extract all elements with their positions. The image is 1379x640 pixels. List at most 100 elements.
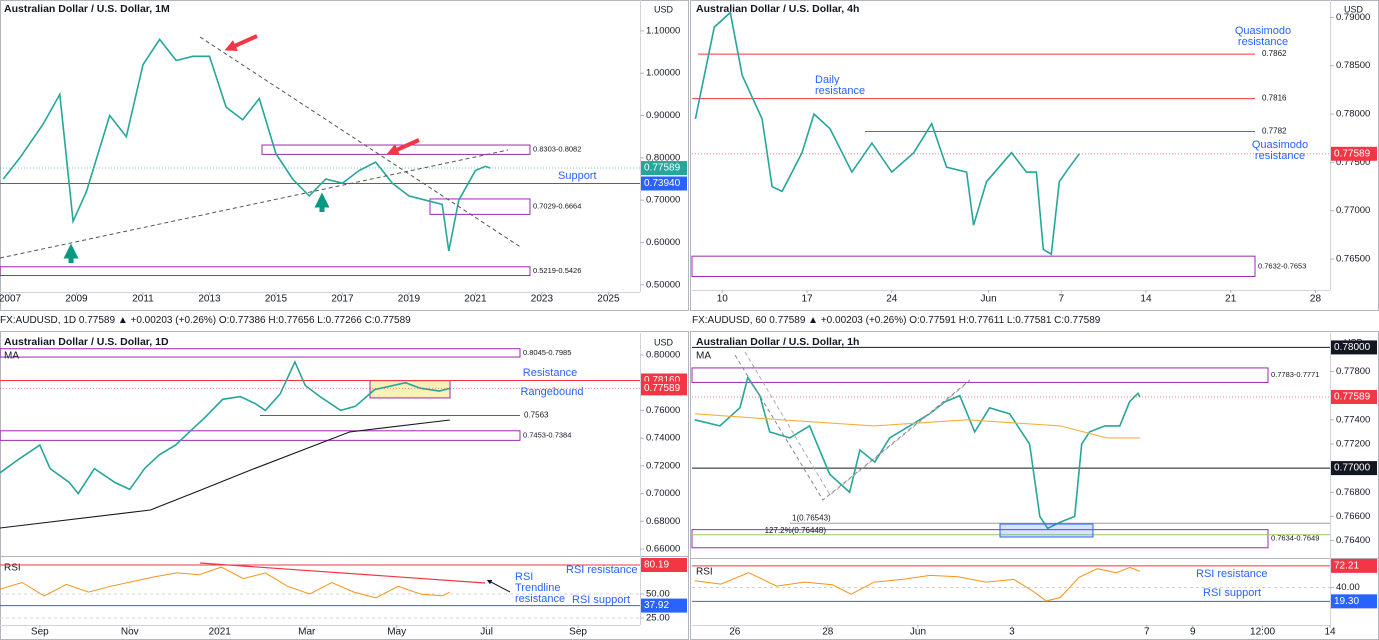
y-tick-label: 1.10000 [646,25,680,36]
zone-label: 0.7453-0.7384 [523,431,571,440]
y-tick-label: 0.76500 [1336,254,1370,265]
x-tick-label: Sep [569,627,587,638]
zone-label: 0.7783-0.7771 [1271,370,1319,379]
x-tick-label: May [387,627,406,638]
price-tag [1331,146,1377,161]
x-tick-label: 2007 [0,294,22,305]
x-tick-label: 9 [1190,627,1196,638]
price-line [694,11,1080,256]
y-tick-label: 0.78500 [1336,60,1370,71]
price-tag-label: 0.78000 [1334,342,1371,353]
price-tag [1331,390,1377,405]
level-label: 0.7563 [524,411,549,420]
y-tick-label: 0.72000 [646,460,680,471]
x-tick-label: 7 [1058,294,1064,305]
x-tick-label: Nov [121,627,139,638]
level-label: 127.2%(0.76448) [765,526,827,535]
y-tick-label: 0.76000 [646,405,680,416]
price-line [0,359,450,495]
annotation: RSI support [572,594,631,606]
y-tick-label: 0.77200 [1336,438,1370,449]
price-tag-label: 80.19 [644,560,669,571]
rsi-label: RSI [696,567,713,578]
arrow [386,138,420,156]
y-tick-label: 0.79000 [1336,12,1370,23]
y-tick-label: 0.76800 [1336,487,1370,498]
price-tag-label: 0.77000 [1334,463,1371,474]
pattern-drawing [734,354,971,501]
price-tag-label: 0.77589 [1334,392,1371,403]
x-tick-label: 2021 [209,627,232,638]
price-tag-label: 0.78160 [644,375,681,386]
price-line [0,566,451,599]
y-tick-label: 1.00000 [646,68,680,79]
x-tick-label: Jul [480,627,493,638]
x-tick-label: 14 [1140,294,1152,305]
price-tag [1331,558,1377,573]
x-tick-label: 3 [1009,627,1015,638]
rsi-tick-label: 25.00 [646,613,670,624]
level-label: 1(0.76543) [792,513,831,522]
x-tick-label: Mar [298,627,316,638]
y-tick-label: 0.77800 [1336,366,1370,377]
chart-title: Australian Dollar / U.S. Dollar, 1h [696,336,859,348]
price-tag [641,161,687,176]
panel-frame [0,0,689,311]
y-tick-label: 0.74000 [646,433,680,444]
x-tick-label: 14 [1324,627,1336,638]
y-tick-label: 0.78000 [1336,109,1370,120]
x-tick-label: 12:00 [1250,627,1275,638]
x-tick-label: 2009 [65,294,88,305]
zone [691,529,1269,549]
x-tick-label: 7 [1144,627,1150,638]
y-tick-label: 0.70000 [646,195,680,206]
annotation: Rangebound [520,386,584,398]
y-tick-label: 0.77000 [1336,205,1370,216]
legend-entry: MA [696,351,711,362]
annotation: Quasimodo resistance [1234,25,1292,48]
zone [0,348,521,358]
price-line [0,419,450,529]
zone [0,430,521,441]
price-tag-label: 0.77589 [644,383,681,394]
y-tick-label: 0.50000 [646,279,680,290]
currency-label: USD [654,4,674,14]
trendline [199,36,523,249]
y-tick-label: 0.80000 [646,152,680,163]
zone-label: 0.7029-0.6664 [533,202,581,211]
price-tag [641,558,687,573]
x-tick-label: Sep [31,627,49,638]
x-tick-label: 26 [729,627,741,638]
price-tag [641,381,687,396]
y-tick-label: 0.77500 [1336,157,1370,168]
arrow [224,34,258,52]
price-tag [1331,461,1377,476]
level-label: 0.7782 [1262,127,1287,136]
rsi-tick-label: 40.00 [1336,582,1360,593]
price-tag-label: 72.21 [1334,561,1359,572]
zone-label: 0.7632-0.7653 [1258,261,1306,270]
annotation: Resistance [522,367,578,379]
price-tag [641,598,687,613]
y-tick-label: 0.70000 [646,488,680,499]
rsi-tick-label: 50.00 [646,589,670,600]
price-tag-label: 0.77589 [644,163,681,174]
x-tick-label: 2013 [198,294,221,305]
chart-title: Australian Dollar / U.S. Dollar, 4h [696,3,859,15]
currency-label: USD [654,337,674,347]
price-line [2,38,491,252]
price-line [694,566,1140,602]
symbol-legend: FX:AUDUSD, 60 0.77589 ▲ +0.00203 (+0.26%… [692,315,1101,326]
zone [691,255,1256,277]
zone [369,380,451,399]
chart-title: Australian Dollar / U.S. Dollar, 1M [4,3,170,15]
y-tick-label: 0.77400 [1336,414,1370,425]
annotation: Support [558,170,597,182]
x-tick-label: 2021 [464,294,487,305]
x-tick-label: 10 [717,294,729,305]
x-tick-label: 2023 [531,294,554,305]
y-tick-label: 0.76600 [1336,511,1370,522]
annotation: RSI Trendline resistance [515,571,566,605]
y-tick-label: 0.76400 [1336,535,1370,546]
